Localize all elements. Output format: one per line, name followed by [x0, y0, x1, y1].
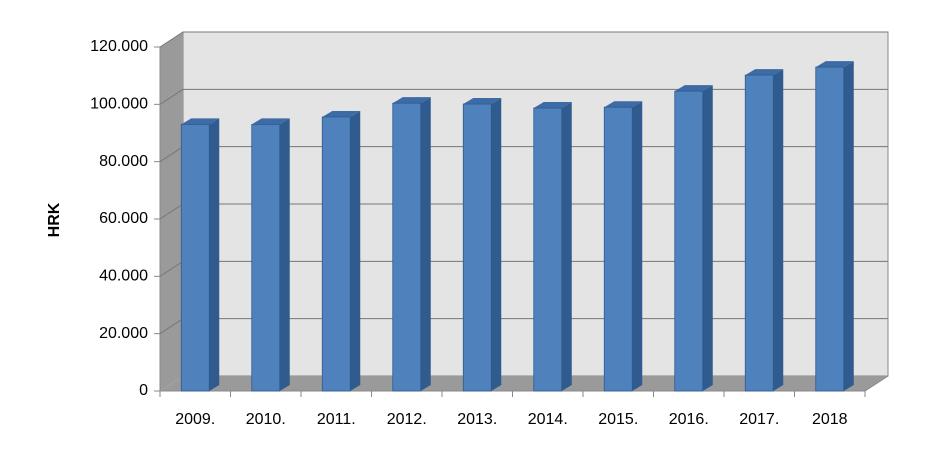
grid-line: [159, 88, 888, 105]
y-tick-label: 100.000: [90, 96, 148, 113]
bar: [251, 124, 281, 392]
y-tick-label: 40.000: [99, 268, 148, 285]
bar: [462, 103, 492, 392]
bar-side: [843, 61, 854, 392]
y-tick-label: 120.000: [90, 38, 148, 55]
bar: [321, 116, 351, 392]
bar-top: [463, 98, 502, 105]
y-tick-label: 20.000: [99, 325, 148, 342]
bar-side: [773, 69, 784, 392]
bar-side: [350, 110, 361, 392]
x-tick-label: 2015.: [598, 411, 638, 428]
bar-side: [209, 118, 220, 392]
x-tick-label: 2018: [812, 411, 848, 428]
bar-top: [181, 118, 220, 125]
bar: [674, 90, 704, 392]
bar-top: [745, 69, 784, 76]
bar-top: [251, 118, 290, 125]
bar: [815, 66, 845, 392]
bar-side: [279, 118, 290, 392]
y-axis-title: HRK: [46, 202, 63, 237]
bar-side: [702, 85, 713, 391]
bar-top: [322, 110, 361, 117]
bar-side: [420, 97, 431, 391]
y-tick-label: 80.000: [99, 153, 148, 170]
bar-side: [491, 98, 502, 392]
bar-top: [674, 85, 713, 92]
x-tick-label: 2016.: [669, 411, 709, 428]
bar-top: [533, 102, 572, 109]
x-tick-label: 2013.: [457, 411, 497, 428]
y-tick-label: 0: [139, 382, 148, 399]
x-tick-label: 2010.: [246, 411, 286, 428]
x-tick-label: 2009.: [175, 411, 215, 428]
bar: [744, 74, 774, 392]
x-tick-label: 2011.: [317, 411, 356, 428]
bar: [180, 124, 210, 392]
bar: [603, 106, 633, 392]
bar: [392, 102, 422, 392]
x-tick-label: 2012.: [387, 411, 427, 428]
bar-top: [604, 101, 643, 108]
bar-top: [815, 61, 854, 68]
bar-top: [392, 97, 431, 104]
grid-line: [159, 31, 888, 48]
x-tick-label: 2014.: [528, 411, 568, 428]
bar-side: [561, 102, 572, 391]
x-axis-depth: [864, 375, 889, 392]
y-tick-label: 60.000: [99, 210, 148, 227]
bar: [533, 107, 563, 392]
x-tick-label: 2017.: [739, 411, 779, 428]
bar-side: [632, 101, 643, 391]
